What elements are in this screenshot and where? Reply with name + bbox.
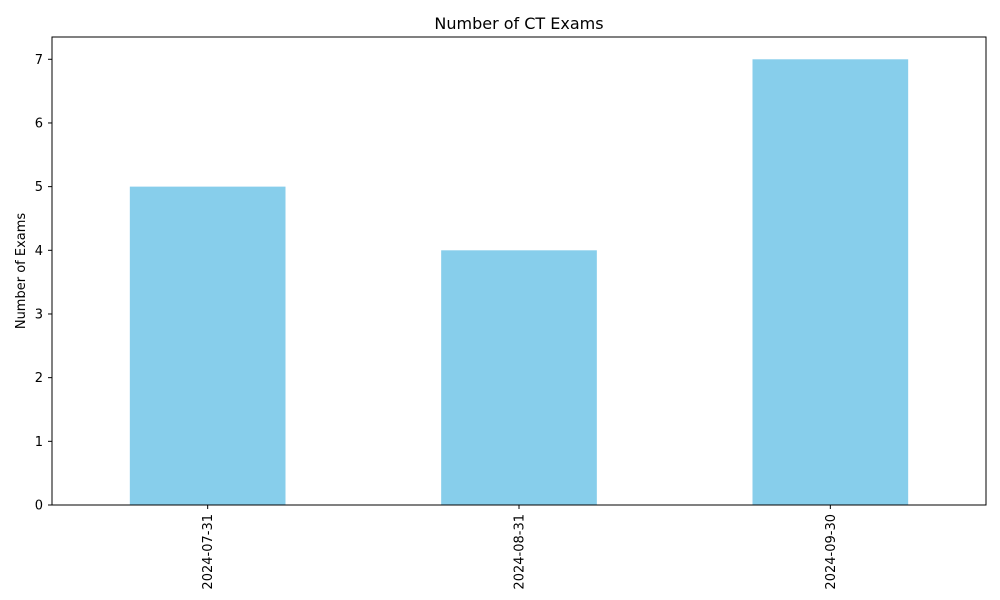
y-axis-ticks: 0 1 2 3 4 5 6 7	[35, 53, 52, 514]
y-tick-label: 4	[35, 244, 43, 259]
y-tick-label: 5	[35, 180, 43, 195]
y-tick-label: 6	[35, 116, 43, 131]
bars	[129, 59, 909, 505]
x-tick-label: 2024-09-30	[824, 514, 839, 590]
chart-title: Number of CT Exams	[434, 14, 603, 33]
x-tick-label: 2024-07-31	[201, 514, 216, 590]
x-tick-label: 2024-08-31	[513, 514, 528, 590]
y-tick-label: 3	[35, 307, 43, 322]
y-tick-label: 2	[35, 371, 43, 386]
y-tick-label: 0	[35, 499, 43, 514]
y-tick-label: 7	[35, 53, 43, 68]
x-axis-ticks: 2024-07-31 2024-08-31 2024-09-30	[201, 505, 839, 590]
bar-2024-07-31	[129, 186, 286, 505]
y-axis-label: Number of Exams	[14, 213, 29, 330]
plot-area-frame	[51, 36, 987, 506]
bar-2024-08-31	[441, 250, 597, 505]
y-tick-label: 1	[35, 435, 43, 450]
bar-2024-09-30	[752, 59, 909, 505]
